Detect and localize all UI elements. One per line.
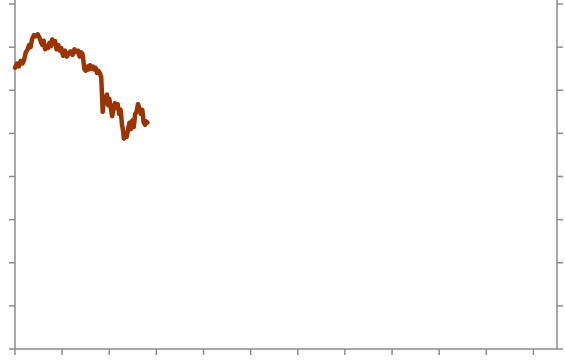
axes bbox=[9, 0, 563, 355]
series-line-0 bbox=[12, 31, 150, 141]
series-layer bbox=[12, 31, 150, 141]
